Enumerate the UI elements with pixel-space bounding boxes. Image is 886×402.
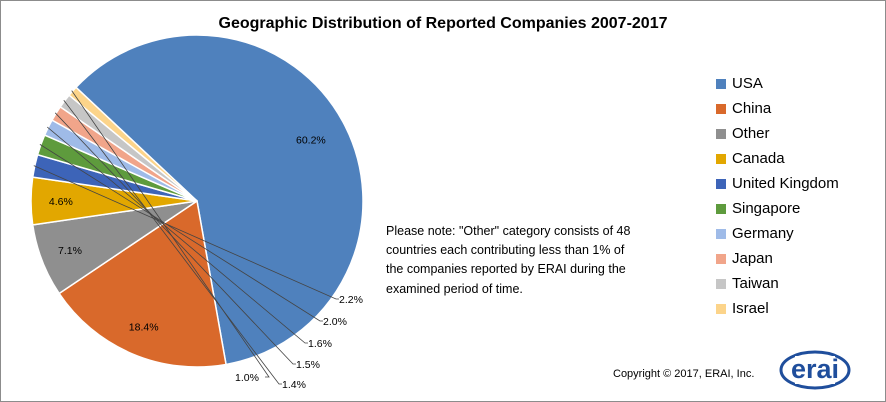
legend: USA China Other Canada United Kingdom Singapo… [716, 71, 839, 321]
legend-swatch-united-kingdom [716, 178, 726, 189]
legend-item-singapore: Singapore [716, 196, 839, 221]
leader-lines [33, 90, 339, 385]
leader-line-japan [54, 112, 296, 365]
legend-swatch-usa [716, 78, 726, 89]
legend-label-germany: Germany [732, 225, 794, 242]
legend-label-taiwan: Taiwan [732, 275, 779, 292]
legend-label-china: China [732, 100, 772, 117]
legend-swatch-israel [716, 303, 726, 314]
legend-swatch-japan [716, 253, 726, 264]
legend-label-usa: USA [732, 75, 763, 92]
data-labels: 60.2% 18.4% 7.1% 4.6% 2.2% 2.0% 1.6% 1.5% 1.4% 1.… [49, 134, 363, 391]
legend-item-china: China [716, 96, 839, 121]
pie-slices [30, 34, 364, 368]
legend-swatch-taiwan [716, 278, 726, 289]
legend-swatch-singapore [716, 203, 726, 214]
svg-text:erai: erai [791, 354, 839, 384]
legend-swatch-china [716, 103, 726, 114]
leader-line-singapore [39, 144, 323, 322]
data-label-usa: 60.2% [296, 134, 326, 146]
legend-label-canada: Canada [732, 150, 785, 167]
legend-label-other: Other [732, 125, 770, 142]
legend-label-israel: Israel [732, 300, 769, 317]
chart-title: Geographic Distribution of Reported Comp… [218, 15, 668, 32]
data-label-germany: 1.6% [308, 338, 332, 350]
legend-label-united-kingdom: United Kingdom [732, 175, 839, 192]
legend-swatch-canada [716, 153, 726, 164]
legend-item-usa: USA [716, 71, 839, 96]
legend-item-japan: Japan [716, 246, 839, 271]
data-label-taiwan: 1.4% [282, 379, 306, 391]
legend-item-taiwan: Taiwan [716, 271, 839, 296]
erai-logo: erai [779, 350, 851, 390]
data-label-israel: 1.0% [235, 372, 259, 384]
data-label-singapore: 2.0% [323, 316, 347, 328]
legend-item-germany: Germany [716, 221, 839, 246]
legend-label-japan: Japan [732, 250, 773, 267]
legend-item-other: Other [716, 121, 839, 146]
pie-slice-usa [74, 34, 364, 366]
leader-line-united-kingdom [33, 165, 339, 300]
category-note: Please note: "Other" category consists o… [386, 224, 631, 296]
leader-line-taiwan [63, 100, 282, 385]
data-label-canada: 4.6% [49, 196, 73, 208]
leader-line-germany [47, 126, 308, 344]
data-label-other: 7.1% [58, 245, 82, 257]
data-label-japan: 1.5% [296, 359, 320, 371]
pie-slice-china [58, 199, 227, 368]
leader-line-israel [71, 90, 270, 378]
data-label-china: 18.4% [129, 321, 159, 333]
legend-swatch-other [716, 128, 726, 139]
legend-label-singapore: Singapore [732, 200, 801, 217]
legend-item-canada: Canada [716, 146, 839, 171]
data-label-united-kingdom: 2.2% [339, 294, 363, 306]
legend-item-israel: Israel [716, 296, 839, 321]
copyright-text: Copyright © 2017, ERAI, Inc. [613, 368, 755, 380]
legend-item-united-kingdom: United Kingdom [716, 171, 839, 196]
legend-swatch-germany [716, 228, 726, 239]
